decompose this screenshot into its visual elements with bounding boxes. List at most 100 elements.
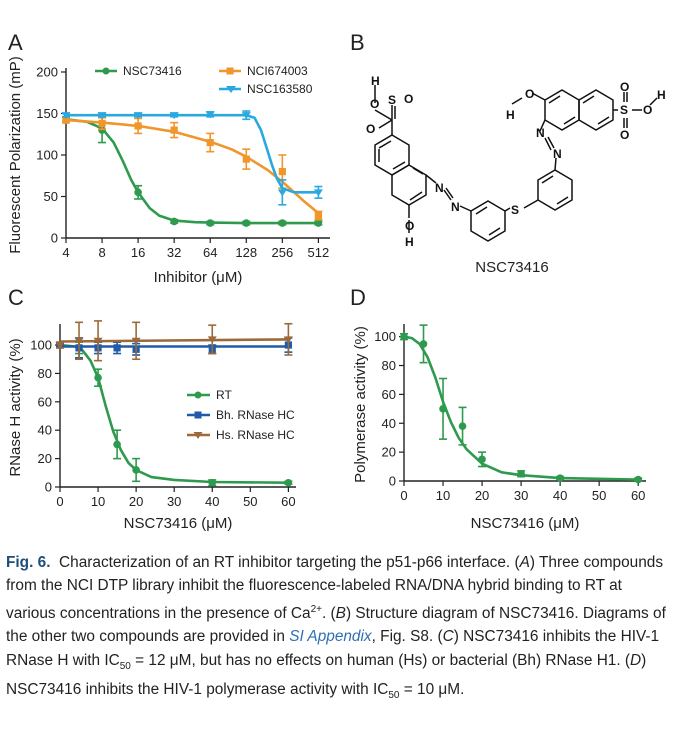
atom-h-1: H [371, 74, 380, 88]
atom-s-1: S [388, 93, 396, 107]
data-point [113, 344, 121, 352]
y-tick-label: 0 [389, 474, 396, 489]
caption-panel-ref: B [335, 604, 346, 622]
x-tick-label: 8 [98, 245, 105, 260]
panel-letter-b: B [350, 30, 365, 55]
data-point [283, 336, 293, 344]
data-point [134, 122, 142, 130]
atom-o-2: O [366, 122, 375, 136]
legend-a-nci674003-label: NCI674003 [247, 64, 308, 78]
data-point [93, 337, 103, 345]
x-tick-label: 50 [592, 488, 606, 503]
atom-o-8: O [643, 103, 652, 117]
figure: A B C D 0 50 100 150 200 4 8 16 32 64 128 256 512 Inh… [7, 30, 666, 532]
legend-a-nsc163580-marker [219, 86, 241, 93]
data-point [94, 373, 102, 382]
caption-sup: 2+ [310, 603, 322, 615]
caption-sub: 50 [119, 660, 131, 672]
structure-nsc73416 [374, 85, 658, 242]
data-point [241, 112, 251, 120]
data-point [314, 211, 322, 220]
caption-text: Fig. 6. Characterization of an RT inhibi… [6, 551, 674, 708]
data-point [131, 337, 141, 345]
x-tick-label: 30 [514, 488, 528, 503]
y-tick-label: 20 [382, 445, 396, 460]
caption-panel-ref: C [442, 628, 454, 646]
y-tick-label: 60 [38, 394, 52, 409]
data-point [134, 188, 142, 197]
legend-c-rt-marker [187, 391, 210, 399]
y-tick-label: 100 [30, 338, 52, 353]
caption-seg: ) NSC73416 inhibits the HIV-1 RNase H wi… [6, 628, 660, 669]
data-point [205, 111, 215, 119]
x-tick-label: 64 [203, 245, 217, 260]
x-tick-label: 30 [167, 494, 181, 509]
left-ring-lower [391, 164, 427, 206]
data-point [478, 455, 486, 464]
data-point [98, 119, 106, 128]
data-point [207, 336, 217, 344]
caption-panel-ref: D [630, 651, 642, 669]
data-point [314, 219, 323, 227]
x-tick-label: 40 [205, 494, 219, 509]
si-appendix-link[interactable]: SI Appendix [289, 628, 372, 646]
left-ring-upper [374, 134, 410, 176]
x-tick-label: 20 [475, 488, 489, 503]
legend-a-nsc73416-marker [95, 67, 117, 75]
structure-atom-labels: H O S O O O H N N S N N O H S O O O H [366, 74, 666, 249]
fit-curve [403, 335, 639, 481]
x-tick-label: 60 [281, 494, 295, 509]
data-point [458, 422, 467, 430]
caption-seg: ) NSC73416 inhibits the HIV-1 polymerase… [6, 651, 647, 699]
chart-a: 0 50 100 150 200 4 8 16 32 64 128 256 512 Inhibitor (… [7, 56, 330, 286]
chart-d: 0 20 40 60 80 100 0 10 20 30 40 50 60 NSC73416 (μM) Po… [352, 324, 646, 532]
atom-o-5: O [525, 87, 534, 101]
data-point [278, 219, 287, 227]
right-ring-left [544, 89, 580, 131]
atom-n-4: N [536, 126, 545, 140]
data-point [517, 469, 525, 478]
data-point [400, 332, 408, 341]
data-point [169, 112, 179, 120]
atom-n-1: N [435, 181, 444, 195]
data-point [313, 189, 323, 197]
legend-c-bh-marker [187, 411, 210, 419]
x-tick-label: 20 [129, 494, 143, 509]
chart-c: 0 20 40 60 80 100 0 10 20 30 40 50 60 NSC73416 (μM) RN… [7, 320, 296, 532]
caption-seg: = 12 μM, but has no effects on human (Hs… [130, 651, 631, 669]
series-rt [56, 341, 293, 487]
right-ring-right [578, 89, 614, 131]
data-point [113, 440, 121, 449]
data-point [556, 474, 564, 482]
panel-letter-d: D [350, 285, 366, 310]
legend-a-nsc163580-label: NSC163580 [247, 82, 313, 96]
data-point [242, 219, 251, 227]
data-point [277, 189, 287, 197]
y-axis-label: Polymerase activity (%) [352, 326, 369, 483]
legend-c: RT Bh. RNase HC Hs. RNase HC [187, 388, 295, 442]
atom-s-3: S [620, 103, 628, 117]
caption-seg: ) Three compounds from the NCI DTP libra… [6, 554, 664, 622]
y-axis-label: Fluorescent Polarization (mP) [7, 56, 24, 254]
series-d0 [400, 324, 643, 484]
center-ring-1 [470, 200, 506, 242]
x-tick-label: 0 [56, 494, 63, 509]
data-point [208, 478, 217, 487]
y-tick-label: 150 [36, 106, 58, 121]
atom-h-4: H [657, 88, 666, 102]
x-tick-label: 32 [167, 245, 181, 260]
y-axis-label: RNase H activity (%) [7, 338, 24, 476]
data-point [74, 337, 84, 345]
data-point [170, 126, 178, 134]
y-tick-label: 100 [36, 148, 58, 163]
x-axis-label: NSC73416 (μM) [471, 515, 580, 532]
y-tick-label: 0 [51, 231, 58, 246]
atom-h-2: H [405, 235, 414, 249]
y-tick-label: 40 [382, 416, 396, 431]
figure-caption: Fig. 6. Characterization of an RT inhibi… [6, 551, 674, 708]
x-tick-label: 60 [631, 488, 645, 503]
atom-n-3: N [553, 147, 562, 161]
atom-n-2: N [451, 200, 460, 214]
legend-a-nci674003-marker [219, 67, 241, 75]
